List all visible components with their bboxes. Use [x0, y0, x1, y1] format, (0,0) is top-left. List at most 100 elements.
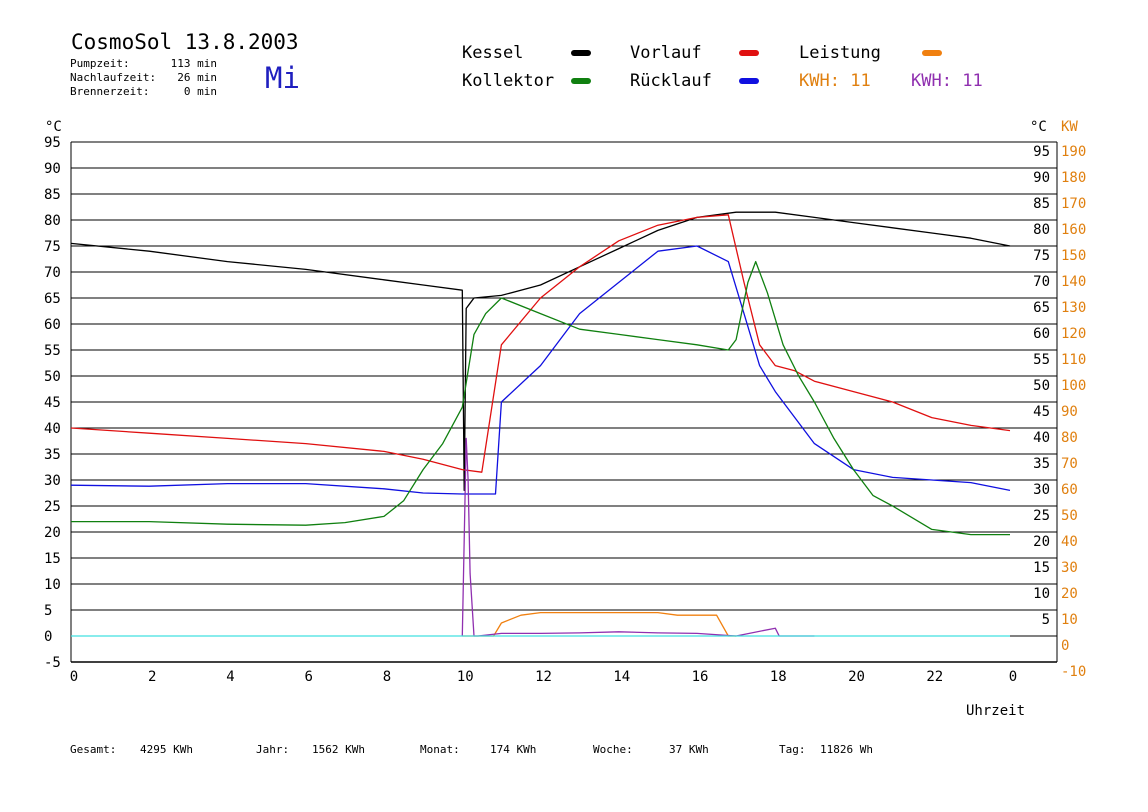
y-tick-label-left: 0	[44, 629, 52, 645]
y-tick-label-right-c: 35	[1033, 456, 1050, 472]
chart-tick-labels: 95908580757065605550454035302520151050-5…	[44, 119, 1086, 719]
x-tick-label: 2	[148, 669, 156, 685]
y-tick-label-right-c: 25	[1033, 508, 1050, 524]
y-tick-label-right-kw: 50	[1061, 508, 1078, 524]
y-tick-label-left: 20	[44, 525, 61, 541]
y-tick-label-left: 80	[44, 213, 61, 229]
stat-value-brennerzeit: 0 min	[183, 85, 217, 98]
y-tick-label-left: 40	[44, 421, 61, 437]
legend-kwh-purple: KWH: 11	[911, 71, 983, 91]
x-axis-label: Uhrzeit	[966, 703, 1025, 719]
y-tick-label-right-c: 85	[1033, 196, 1050, 212]
x-tick-label: 6	[305, 669, 313, 685]
legend-swatch-ruecklauf	[739, 78, 759, 84]
kwh-orange-label: KWH:	[799, 71, 840, 91]
y-tick-label-left: 45	[44, 395, 61, 411]
y-tick-label-right-kw: 100	[1061, 378, 1086, 394]
stat-label-nachlaufzeit: Nachlaufzeit:	[70, 71, 157, 84]
y-tick-label-left: 50	[44, 369, 61, 385]
x-tick-label: 12	[535, 669, 552, 685]
y-tick-label-right-kw: 190	[1061, 144, 1086, 160]
y-tick-label-right-kw: 120	[1061, 326, 1086, 342]
x-tick-label: 22	[926, 669, 943, 685]
y-tick-label-left: 95	[44, 135, 61, 151]
x-tick-label: 16	[692, 669, 709, 685]
y-tick-label-right-kw: 10	[1061, 612, 1078, 628]
kwh-purple-label: KWH:	[911, 71, 952, 91]
y-tick-label-right-c: 80	[1033, 222, 1050, 238]
y-tick-label-right-kw: 30	[1061, 560, 1078, 576]
x-tick-label: 4	[226, 669, 234, 685]
y-tick-label-right-c: 55	[1033, 352, 1050, 368]
y-tick-label-left: 30	[44, 473, 61, 489]
footer-monat-value: 174 KWh	[490, 743, 537, 756]
y-tick-label-left: 10	[44, 577, 61, 593]
legend-label-vorlauf: Vorlauf	[630, 43, 702, 63]
y-tick-label-right-c: 15	[1033, 560, 1050, 576]
y-tick-label-right-kw: -10	[1061, 664, 1086, 680]
chart-axes	[70, 142, 1058, 663]
footer-gesamt-label: Gesamt:	[70, 743, 117, 756]
footer-woche-label: Woche:	[593, 743, 633, 756]
footer-gesamt-value: 4295 KWh	[140, 743, 193, 756]
series-line-kwh	[461, 437, 815, 637]
weekday-label: Mi	[265, 61, 300, 95]
legend-swatch-leistung	[922, 50, 942, 56]
y-tick-label-right-c: 30	[1033, 482, 1050, 498]
y-tick-label-right-kw: 90	[1061, 404, 1078, 420]
y-tick-label-right-kw: 110	[1061, 352, 1086, 368]
footer-jahr-label: Jahr:	[256, 743, 290, 756]
x-tick-label: 8	[383, 669, 391, 685]
footer-woche-value: 37 KWh	[669, 743, 709, 756]
y-tick-label-left: 25	[44, 499, 61, 515]
y-tick-label-right-c: 20	[1033, 534, 1050, 550]
legend-label-ruecklauf: Rücklauf	[630, 71, 712, 91]
y-tick-label-left: 65	[44, 291, 61, 307]
legend-label-kessel: Kessel	[462, 43, 524, 63]
y-tick-label-left: 35	[44, 447, 61, 463]
x-tick-label: 18	[770, 669, 787, 685]
x-tick-label: 20	[848, 669, 865, 685]
chart-grid	[71, 141, 1057, 663]
y-tick-label-left: 55	[44, 343, 61, 359]
series-line-vorlauf	[70, 214, 1011, 473]
y-tick-label-left: 75	[44, 239, 61, 255]
y-tick-label-left: 70	[44, 265, 61, 281]
stat-value-pumpzeit: 113 min	[170, 57, 217, 70]
y-tick-label-right-kw: 140	[1061, 274, 1086, 290]
y-tick-label-right-c: 40	[1033, 430, 1050, 446]
y-tick-label-right-c: 75	[1033, 248, 1050, 264]
y-tick-label-right-kw: 130	[1061, 300, 1086, 316]
y-tick-label-left: 90	[44, 161, 61, 177]
y-tick-label-right-c: 5	[1042, 612, 1050, 628]
y-tick-label-right-kw: 40	[1061, 534, 1078, 550]
y-tick-label-left: 5	[44, 603, 52, 619]
legend-label-kollektor: Kollektor	[462, 71, 555, 91]
y-tick-label-right-c: 10	[1033, 586, 1050, 602]
chart-title: CosmoSol 13.8.2003	[71, 30, 299, 54]
kwh-orange-value: 11	[850, 71, 871, 91]
y-tick-label-left: 85	[44, 187, 61, 203]
y-tick-label-right-kw: 0	[1061, 638, 1069, 654]
footer-gesamt: Gesamt:	[70, 743, 116, 756]
series-line-kessel	[70, 211, 1011, 492]
footer-tag-value: 11826 Wh	[820, 743, 873, 756]
y-tick-label-right-kw: 20	[1061, 586, 1078, 602]
y-tick-label-right-kw: 170	[1061, 196, 1086, 212]
y-tick-label-right-kw: 180	[1061, 170, 1086, 186]
series-line-leistung	[462, 611, 737, 637]
stat-label-pumpzeit: Pumpzeit:	[70, 57, 130, 70]
footer-tag-label: Tag:	[779, 743, 806, 756]
y-axis-unit-right-kw: KW	[1061, 119, 1078, 135]
legend-label-leistung: Leistung	[799, 43, 881, 63]
x-tick-label: 0	[70, 669, 78, 685]
kwh-purple-value: 11	[962, 71, 983, 91]
y-tick-label-left: -5	[44, 655, 61, 671]
x-tick-label: 10	[457, 669, 474, 685]
y-tick-label-right-c: 90	[1033, 170, 1050, 186]
series-line-rcklauf	[70, 245, 1011, 495]
y-tick-label-right-c: 45	[1033, 404, 1050, 420]
legend-swatch-vorlauf	[739, 50, 759, 56]
y-tick-label-right-c: 70	[1033, 274, 1050, 290]
